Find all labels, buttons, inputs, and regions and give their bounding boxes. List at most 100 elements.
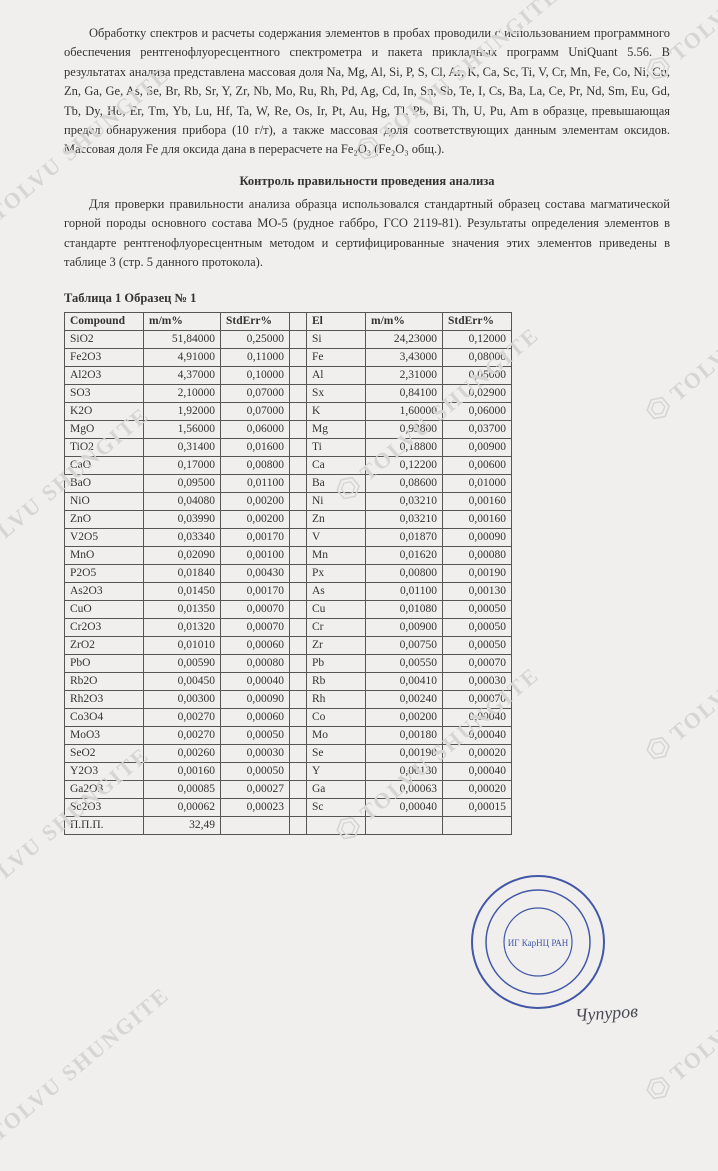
table-cell: SeO2 (65, 744, 144, 762)
table-cell: Sx (307, 384, 366, 402)
table-cell: 0,00900 (366, 618, 443, 636)
table-cell: 0,00040 (443, 708, 512, 726)
table-cell (290, 474, 307, 492)
table-cell: Cu (307, 600, 366, 618)
table-cell: 0,00130 (366, 762, 443, 780)
table-cell: Ga (307, 780, 366, 798)
table-cell: 0,02900 (443, 384, 512, 402)
table-cell: SO3 (65, 384, 144, 402)
paragraph-1: Обработку спектров и расчеты содержания … (64, 24, 670, 160)
table-cell: 0,00050 (443, 600, 512, 618)
table-cell: 0,05000 (443, 366, 512, 384)
table-cell: 0,00090 (443, 528, 512, 546)
table-cell: 0,12000 (443, 330, 512, 348)
table-cell: Ba (307, 474, 366, 492)
table-cell: Zr (307, 636, 366, 654)
table-cell: Px (307, 564, 366, 582)
table-cell: 0,00260 (144, 744, 221, 762)
table-row: NiO0,040800,00200Ni0,032100,00160 (65, 492, 512, 510)
table-cell: 0,00060 (221, 636, 290, 654)
table-cell: 0,00900 (443, 438, 512, 456)
table-cell: 0,18800 (366, 438, 443, 456)
table-row: BaO0,095000,01100Ba0,086000,01000 (65, 474, 512, 492)
table-cell (290, 798, 307, 816)
table-cell: 4,37000 (144, 366, 221, 384)
table-cell: 0,01010 (144, 636, 221, 654)
table-row: Y2O30,001600,00050Y0,001300,00040 (65, 762, 512, 780)
table-cell: 0,00200 (221, 492, 290, 510)
table-cell: 0,93800 (366, 420, 443, 438)
table-cell: Rb (307, 672, 366, 690)
table-cell: 2,10000 (144, 384, 221, 402)
table-cell: 0,00062 (144, 798, 221, 816)
table-cell: Al (307, 366, 366, 384)
table-cell: 0,00100 (221, 546, 290, 564)
table-cell (290, 744, 307, 762)
table-cell: Fe2O3 (65, 348, 144, 366)
table-cell (290, 582, 307, 600)
table-cell: 2,31000 (366, 366, 443, 384)
table-cell (221, 816, 290, 834)
table-cell: 0,03210 (366, 510, 443, 528)
table-cell: 0,00070 (221, 618, 290, 636)
table-cell: 0,01870 (366, 528, 443, 546)
table-cell (290, 708, 307, 726)
table-cell: Fe (307, 348, 366, 366)
table-cell: 0,00240 (366, 690, 443, 708)
table-cell (290, 528, 307, 546)
table-cell: Sc2O3 (65, 798, 144, 816)
table-cell: 0,01000 (443, 474, 512, 492)
table-cell: 0,00550 (366, 654, 443, 672)
table-cell: V2O5 (65, 528, 144, 546)
table-row: TiO20,314000,01600Ti0,188000,00900 (65, 438, 512, 456)
table-cell: 0,07000 (221, 384, 290, 402)
table-cell: 0,00030 (443, 672, 512, 690)
table-cell: 0,00070 (443, 654, 512, 672)
table-row: П.П.П.32,49 (65, 816, 512, 834)
table-cell: CaO (65, 456, 144, 474)
column-header: StdErr% (221, 312, 290, 330)
table-cell: Ga2O3 (65, 780, 144, 798)
table-cell: Rh2O3 (65, 690, 144, 708)
table-cell (290, 546, 307, 564)
table-cell: PbO (65, 654, 144, 672)
table-cell: 0,01620 (366, 546, 443, 564)
table-cell: Se (307, 744, 366, 762)
heading-control: Контроль правильности проведения анализа (64, 172, 670, 191)
table-cell: Zn (307, 510, 366, 528)
table-cell: 0,01600 (221, 438, 290, 456)
table-row: ZnO0,039900,00200Zn0,032100,00160 (65, 510, 512, 528)
table-row: SeO20,002600,00030Se0,001900,00020 (65, 744, 512, 762)
table-cell: 0,00085 (144, 780, 221, 798)
table-cell (290, 726, 307, 744)
table-cell: 0,10000 (221, 366, 290, 384)
table-cell: 0,00600 (443, 456, 512, 474)
table-cell: 24,23000 (366, 330, 443, 348)
table-cell: 0,03990 (144, 510, 221, 528)
table-cell: Rb2O (65, 672, 144, 690)
table-cell: 51,84000 (144, 330, 221, 348)
table-row: Cr2O30,013200,00070Cr0,009000,00050 (65, 618, 512, 636)
table-cell: 0,01100 (221, 474, 290, 492)
table-cell: 0,00800 (366, 564, 443, 582)
table-cell: 0,08000 (443, 348, 512, 366)
table-cell: 0,06000 (443, 402, 512, 420)
table-cell: 0,00450 (144, 672, 221, 690)
table-cell: Al2O3 (65, 366, 144, 384)
table-cell: 0,09500 (144, 474, 221, 492)
table-cell (290, 564, 307, 582)
table-cell: 0,84100 (366, 384, 443, 402)
column-header (290, 312, 307, 330)
table-cell: Co3O4 (65, 708, 144, 726)
watermark: TOLVU SHUNGITE (640, 921, 718, 1111)
table-cell: 0,01840 (144, 564, 221, 582)
table-cell (290, 600, 307, 618)
table-cell: 0,12200 (366, 456, 443, 474)
table-cell (290, 420, 307, 438)
table-cell (290, 672, 307, 690)
table-cell: 0,00170 (221, 528, 290, 546)
table-cell: 0,00160 (443, 492, 512, 510)
table-row: Ga2O30,000850,00027Ga0,000630,00020 (65, 780, 512, 798)
table-cell: 0,00200 (366, 708, 443, 726)
table-cell (366, 816, 443, 834)
